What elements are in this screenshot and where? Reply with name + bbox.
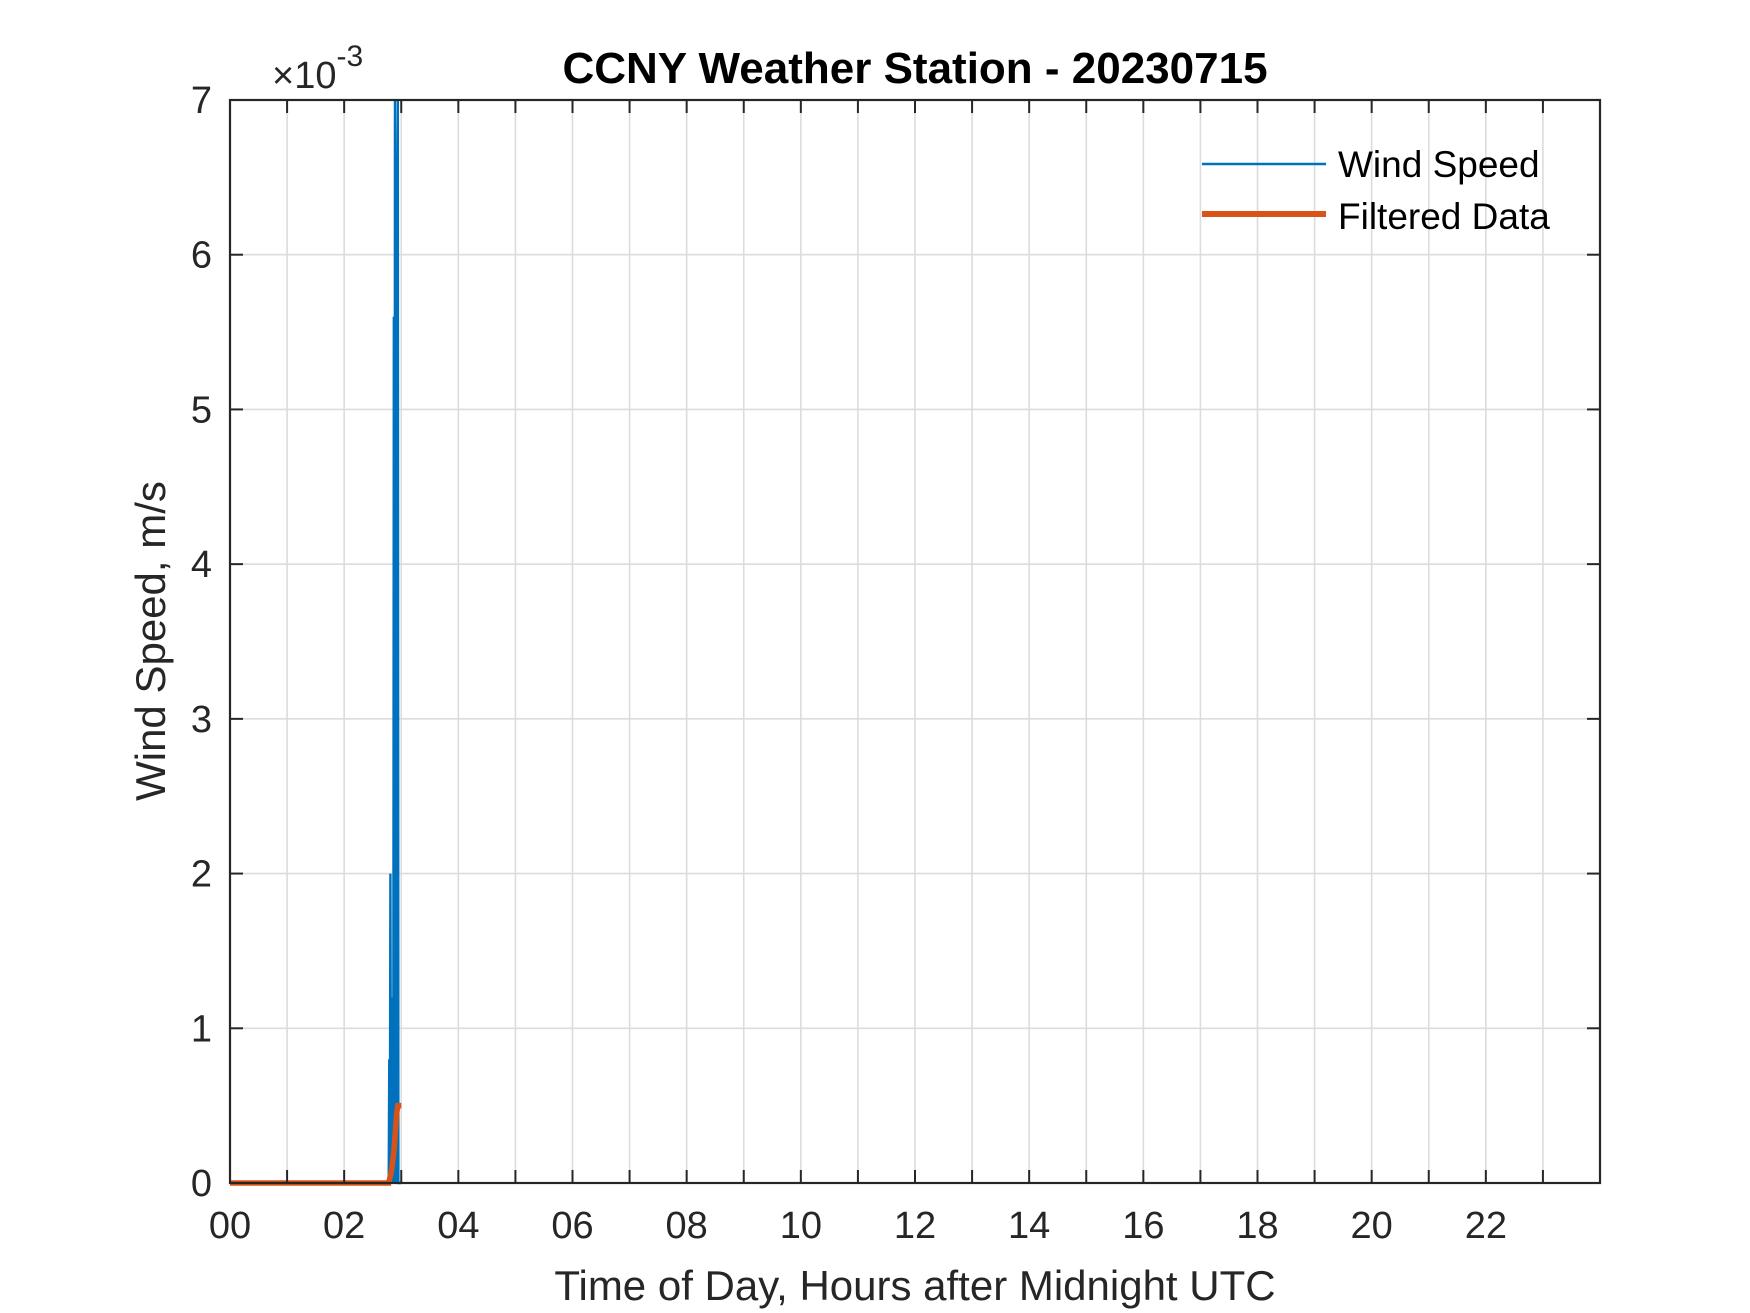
x-tick-label: 04 <box>437 1205 479 1247</box>
y-axis-label: Wind Speed, m/s <box>127 481 174 801</box>
y-exponent-label: ×10-3 <box>272 40 363 97</box>
x-axis-label: Time of Day, Hours after Midnight UTC <box>554 1262 1275 1309</box>
filtered-data-line <box>230 1102 402 1186</box>
x-tick-label: 16 <box>1122 1205 1164 1247</box>
y-tick-label: 6 <box>191 235 212 277</box>
y-tick-label: 7 <box>191 80 212 122</box>
y-exponent-power: -3 <box>336 40 363 73</box>
x-tick-label: 12 <box>894 1205 936 1247</box>
tick-marks <box>230 99 1600 1184</box>
y-tick-label: 0 <box>191 1163 212 1205</box>
y-tick-label: 4 <box>191 544 212 586</box>
y-tick-label: 2 <box>191 854 212 896</box>
x-tick-label: 20 <box>1351 1205 1393 1247</box>
y-exponent-base: ×10 <box>272 55 336 97</box>
y-tick-label: 1 <box>191 1008 212 1050</box>
legend: Wind Speed Filtered Data <box>1202 144 1550 237</box>
chart-title: CCNY Weather Station - 20230715 <box>562 44 1267 93</box>
x-tick-label: 14 <box>1008 1205 1050 1247</box>
x-tick-labels: 00 02 04 06 08 10 12 14 16 18 20 22 <box>209 1205 1507 1247</box>
x-tick-label: 10 <box>780 1205 822 1247</box>
x-tick-label: 08 <box>666 1205 708 1247</box>
x-tick-label: 18 <box>1236 1205 1278 1247</box>
y-tick-labels: 0 1 2 3 4 5 6 7 <box>191 80 212 1205</box>
legend-filtered-data-label: Filtered Data <box>1338 196 1550 237</box>
y-tick-label: 5 <box>191 389 212 431</box>
y-tick-label: 3 <box>191 699 212 741</box>
x-tick-label: 22 <box>1465 1205 1507 1247</box>
legend-wind-speed-label: Wind Speed <box>1338 144 1540 185</box>
x-tick-label: 00 <box>209 1205 251 1247</box>
grid-lines <box>230 100 1600 1183</box>
x-tick-label: 02 <box>323 1205 365 1247</box>
x-tick-label: 06 <box>551 1205 593 1247</box>
